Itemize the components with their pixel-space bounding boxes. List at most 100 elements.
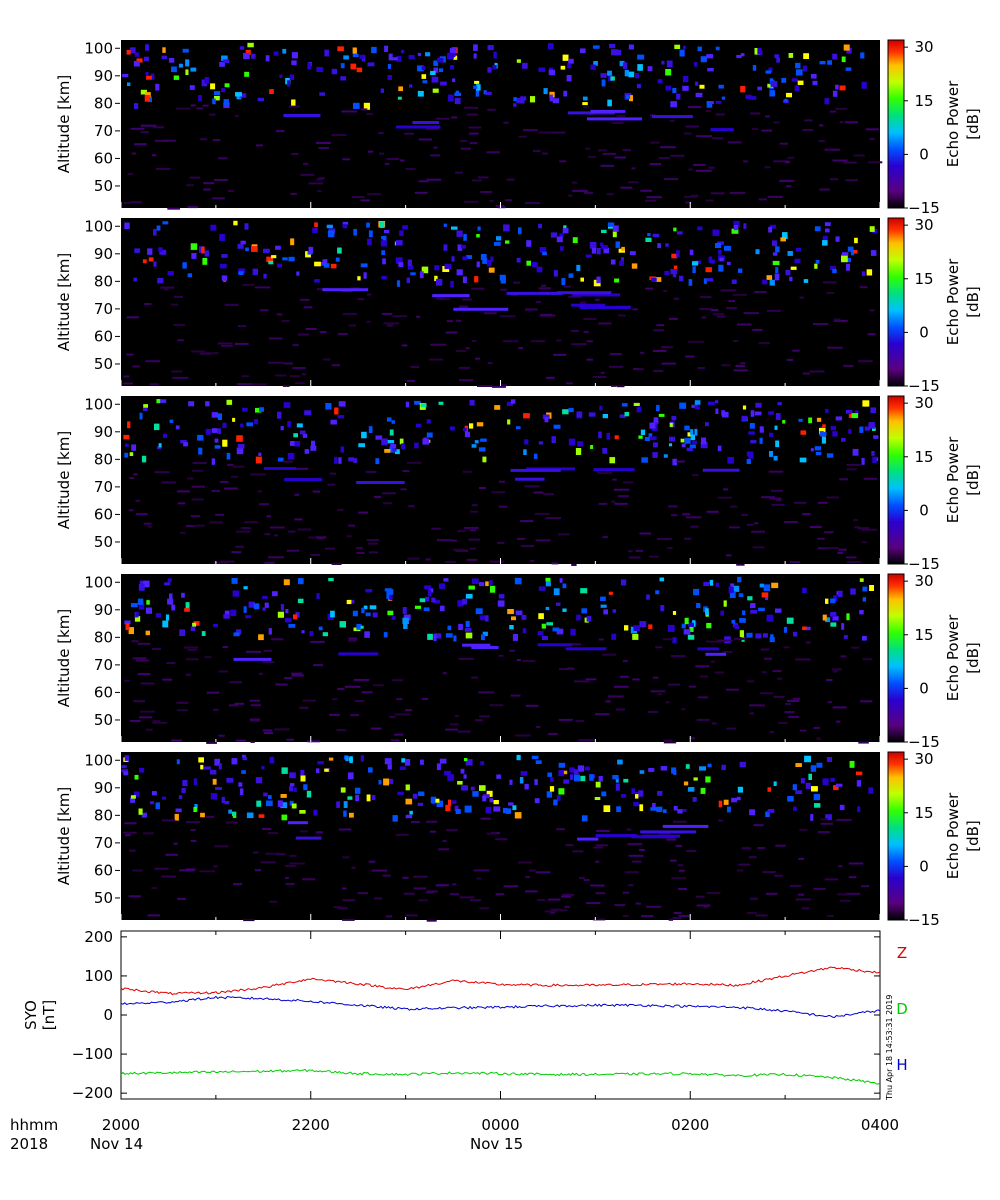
echo-cell bbox=[289, 800, 294, 806]
echo-cell bbox=[629, 251, 636, 255]
echo-cell bbox=[644, 437, 650, 441]
echo-cell bbox=[559, 578, 563, 583]
echo-cell bbox=[318, 177, 325, 180]
echo-cell bbox=[851, 413, 859, 419]
echo-cell bbox=[143, 580, 150, 588]
y-tick-label: −100 bbox=[72, 1045, 113, 1063]
echo-cell bbox=[523, 129, 538, 132]
echo-cell bbox=[301, 630, 305, 634]
echo-cell bbox=[550, 777, 554, 782]
echo-cell bbox=[608, 591, 613, 595]
echo-cell bbox=[670, 655, 686, 658]
echo-cell bbox=[449, 48, 457, 54]
echo-cell bbox=[532, 149, 541, 152]
echo-cell bbox=[526, 260, 531, 266]
echo-cell bbox=[818, 501, 828, 504]
echo-cell bbox=[840, 899, 851, 902]
echo-cell bbox=[144, 56, 149, 62]
echo-cell bbox=[138, 808, 143, 815]
echo-cell bbox=[765, 70, 772, 74]
echo-cell bbox=[325, 403, 332, 410]
colorbar-tick-label: 15 bbox=[914, 92, 933, 110]
echo-cell bbox=[496, 774, 501, 779]
echo-cell bbox=[657, 79, 663, 84]
echo-cell bbox=[652, 676, 659, 679]
echo-cell bbox=[552, 98, 560, 104]
echo-cell bbox=[524, 783, 529, 790]
echo-cell bbox=[434, 265, 440, 271]
echo-cell bbox=[500, 288, 508, 291]
echo-cell bbox=[276, 130, 285, 133]
echo-cell bbox=[462, 598, 467, 605]
echo-cell bbox=[664, 178, 679, 181]
echo-cell bbox=[267, 832, 278, 834]
echo-cell bbox=[707, 763, 712, 768]
echo-cell bbox=[215, 787, 222, 790]
echo-cell bbox=[380, 240, 387, 247]
echo-cell bbox=[749, 96, 757, 100]
echo-cell bbox=[832, 269, 837, 274]
echo-cell bbox=[632, 308, 638, 311]
echo-cell bbox=[613, 488, 630, 491]
echo-cell bbox=[577, 765, 584, 772]
echo-cell bbox=[685, 516, 702, 519]
echo-cell bbox=[134, 103, 139, 109]
echo-cell bbox=[455, 171, 463, 174]
echo-cell bbox=[545, 517, 562, 519]
echo-cell bbox=[710, 128, 734, 132]
echo-cell bbox=[779, 179, 795, 182]
echo-cell bbox=[663, 454, 668, 458]
echo-cell bbox=[361, 691, 373, 694]
echo-cell bbox=[691, 474, 699, 477]
echo-cell bbox=[602, 152, 617, 155]
echo-cell bbox=[249, 699, 260, 702]
echo-cell bbox=[515, 477, 545, 481]
echo-cell bbox=[560, 246, 564, 251]
colorbar-label: Echo Power bbox=[944, 436, 962, 523]
echo-cell bbox=[137, 598, 144, 605]
echo-cell bbox=[296, 271, 300, 276]
echo-cell bbox=[387, 764, 392, 770]
echo-cell bbox=[693, 777, 698, 781]
echo-cell bbox=[468, 132, 479, 135]
echo-cell bbox=[827, 701, 832, 704]
echo-cell bbox=[381, 312, 393, 315]
echo-cell bbox=[509, 625, 514, 630]
echo-cell bbox=[848, 428, 852, 434]
echo-cell bbox=[162, 139, 176, 142]
echo-cell bbox=[187, 206, 198, 209]
echo-cell bbox=[474, 276, 479, 283]
echo-cell bbox=[162, 819, 176, 822]
echo-cell bbox=[153, 261, 157, 267]
echo-cell bbox=[723, 799, 729, 805]
echo-cell bbox=[130, 720, 141, 722]
echo-cell bbox=[625, 95, 631, 99]
echo-cell bbox=[613, 685, 629, 688]
echo-cell bbox=[846, 613, 850, 621]
echo-cell bbox=[537, 643, 573, 647]
echo-cell bbox=[127, 173, 134, 175]
echo-cell bbox=[549, 94, 553, 102]
echo-cell bbox=[340, 63, 345, 69]
echo-cell bbox=[261, 828, 272, 830]
echo-cell bbox=[851, 646, 860, 649]
echo-cell bbox=[672, 637, 677, 644]
echo-cell bbox=[602, 414, 608, 419]
echo-cell bbox=[784, 711, 795, 714]
echo-cell bbox=[802, 587, 807, 593]
echo-cell bbox=[236, 629, 242, 635]
echo-cell bbox=[388, 53, 393, 61]
echo-cell bbox=[317, 190, 322, 193]
echo-cell bbox=[699, 308, 713, 311]
echo-cell bbox=[214, 845, 229, 848]
echo-cell bbox=[818, 140, 825, 143]
echo-cell bbox=[146, 728, 153, 731]
echo-cell bbox=[622, 660, 628, 663]
echo-cell bbox=[463, 470, 472, 473]
echo-cell bbox=[522, 628, 527, 634]
echo-cell bbox=[494, 242, 501, 246]
echo-cell bbox=[234, 702, 245, 705]
echo-cell bbox=[368, 230, 373, 238]
echo-cell bbox=[258, 452, 262, 456]
